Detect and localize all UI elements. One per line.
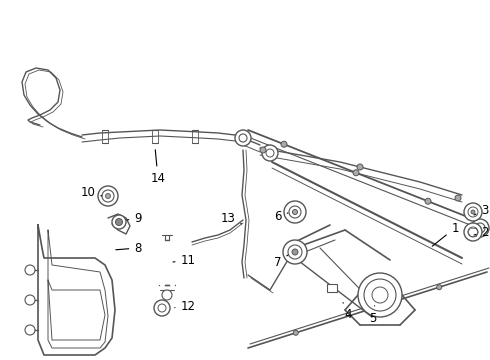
Circle shape xyxy=(284,201,306,223)
Bar xyxy=(327,284,337,292)
Text: 13: 13 xyxy=(220,212,242,225)
Circle shape xyxy=(357,164,363,170)
Circle shape xyxy=(364,279,396,311)
Circle shape xyxy=(468,227,478,237)
Circle shape xyxy=(464,223,482,241)
Text: 7: 7 xyxy=(274,255,288,269)
Circle shape xyxy=(425,198,431,204)
Text: 2: 2 xyxy=(474,225,489,239)
Circle shape xyxy=(154,300,170,316)
Circle shape xyxy=(353,170,359,176)
Circle shape xyxy=(98,186,118,206)
Circle shape xyxy=(25,295,35,305)
Text: 14: 14 xyxy=(150,150,166,185)
Circle shape xyxy=(294,330,298,335)
Circle shape xyxy=(468,207,478,217)
Circle shape xyxy=(283,240,307,264)
Text: 5: 5 xyxy=(369,306,377,324)
Text: 8: 8 xyxy=(116,242,142,255)
Circle shape xyxy=(293,210,297,215)
Text: 9: 9 xyxy=(127,212,142,225)
Circle shape xyxy=(105,194,111,198)
Text: 10: 10 xyxy=(80,185,102,198)
Circle shape xyxy=(102,190,114,202)
Circle shape xyxy=(292,249,298,255)
Circle shape xyxy=(372,287,388,303)
Circle shape xyxy=(262,145,278,161)
Text: 11: 11 xyxy=(173,253,196,266)
Text: 12: 12 xyxy=(175,300,196,312)
Circle shape xyxy=(358,273,402,317)
Circle shape xyxy=(455,195,461,201)
Circle shape xyxy=(25,265,35,275)
Circle shape xyxy=(239,134,247,142)
Text: 1: 1 xyxy=(432,221,459,246)
Circle shape xyxy=(116,219,122,225)
Circle shape xyxy=(281,141,287,147)
Text: 6: 6 xyxy=(274,210,288,222)
Circle shape xyxy=(437,285,441,290)
Circle shape xyxy=(471,210,475,214)
Circle shape xyxy=(112,215,126,229)
Circle shape xyxy=(260,147,266,153)
Circle shape xyxy=(475,223,485,233)
Circle shape xyxy=(471,219,489,237)
Text: 3: 3 xyxy=(474,203,489,216)
Text: 4: 4 xyxy=(343,302,352,321)
Circle shape xyxy=(266,149,274,157)
Circle shape xyxy=(25,325,35,335)
Circle shape xyxy=(158,304,166,312)
Circle shape xyxy=(288,245,302,259)
Circle shape xyxy=(289,206,301,218)
Circle shape xyxy=(365,307,370,312)
Circle shape xyxy=(464,203,482,221)
Circle shape xyxy=(235,130,251,146)
Circle shape xyxy=(162,290,172,300)
